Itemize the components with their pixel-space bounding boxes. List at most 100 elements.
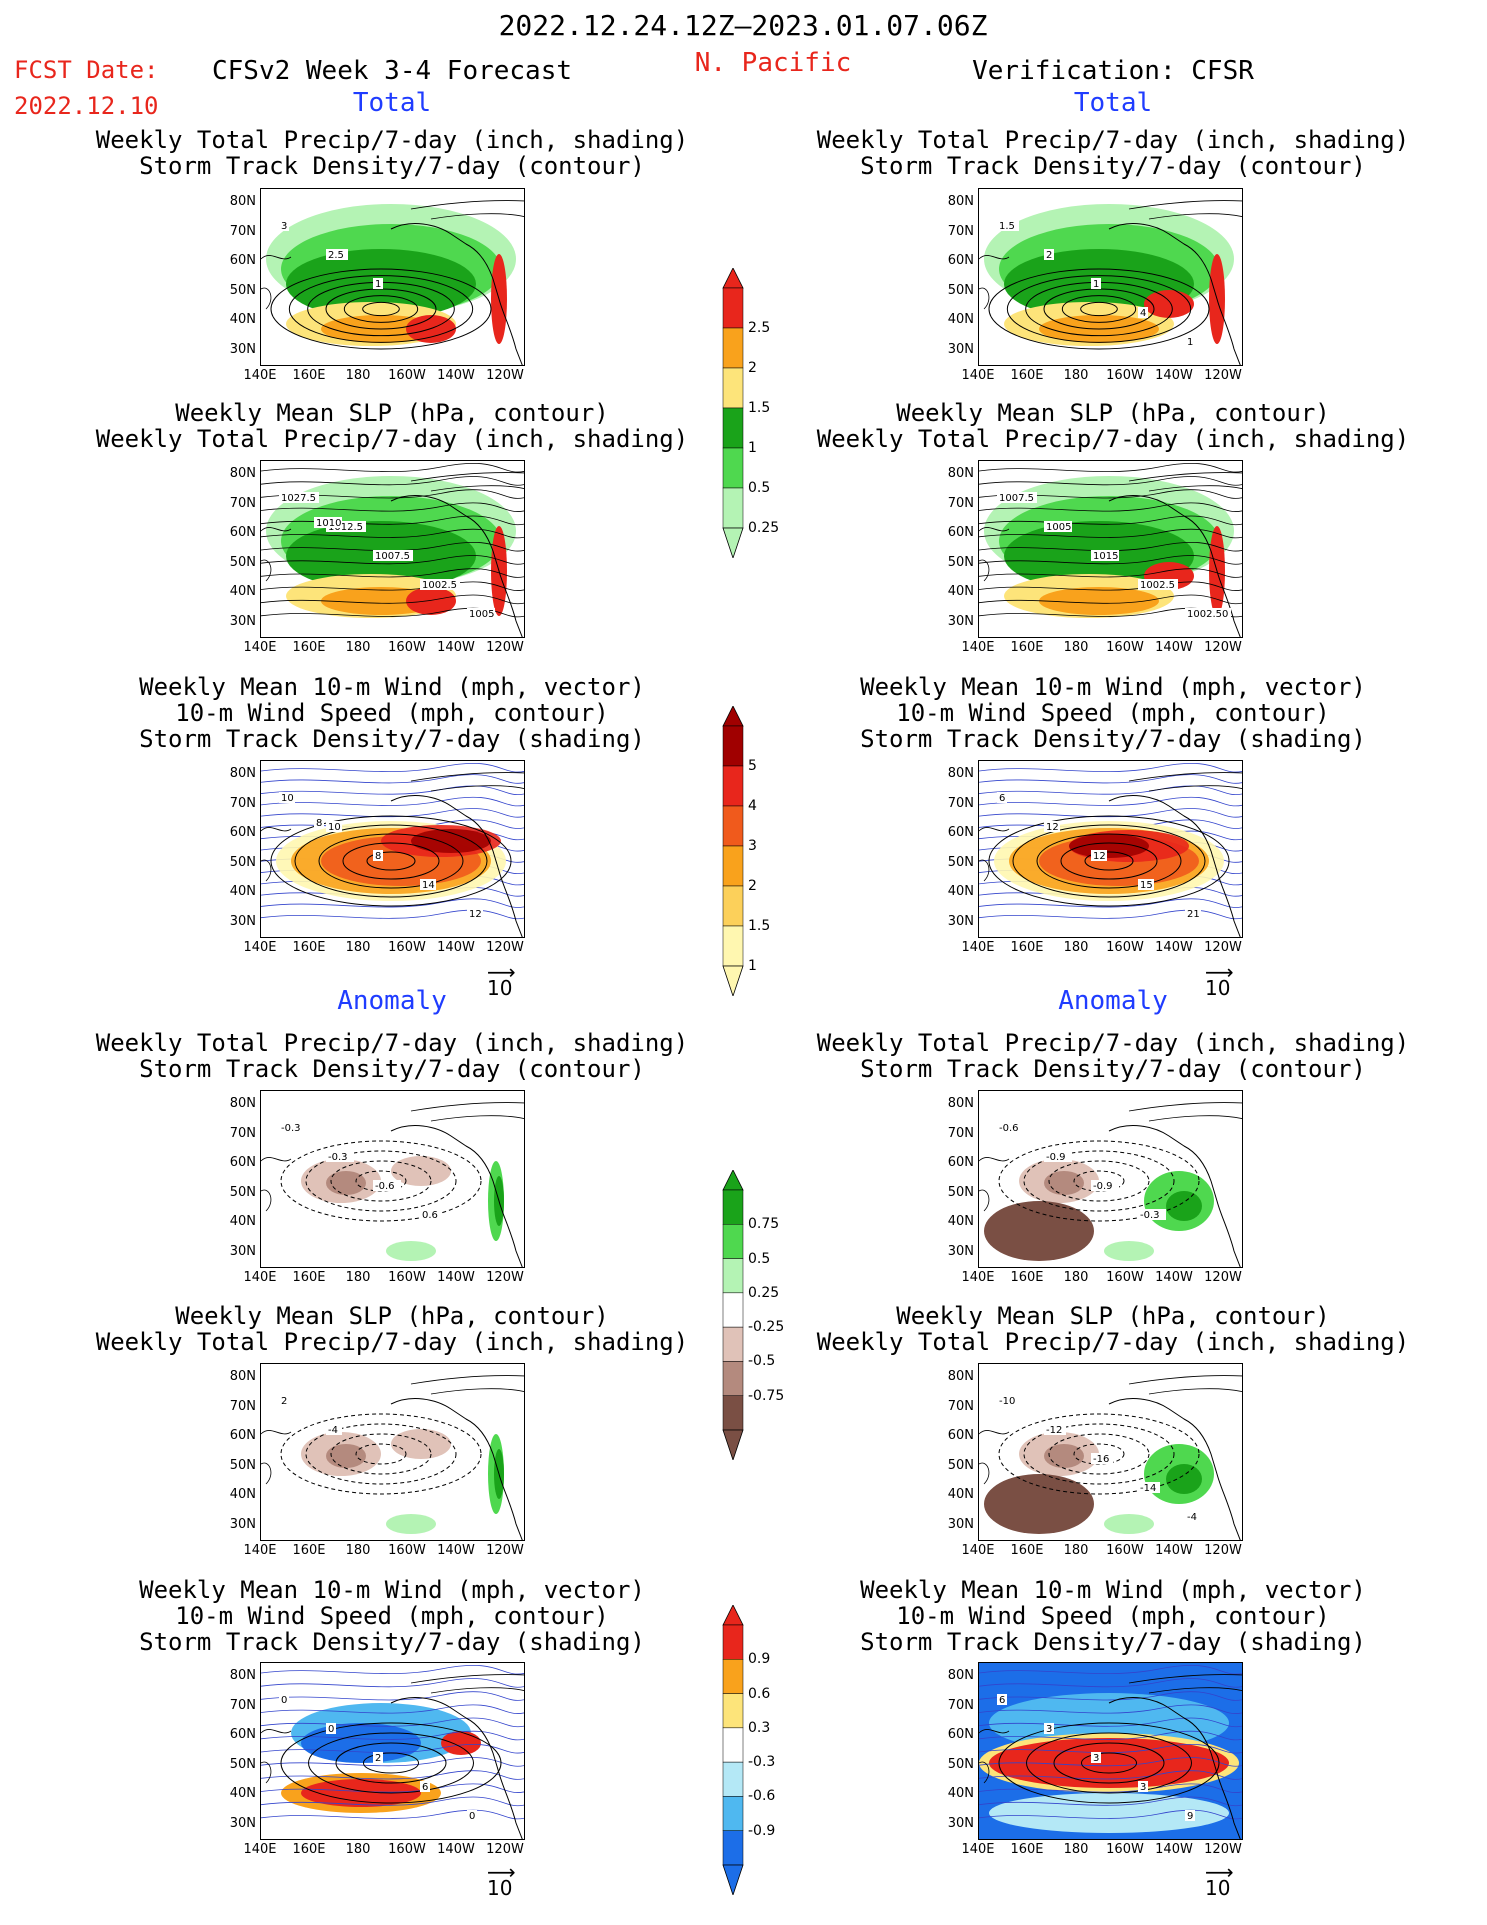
contour-label: 1 <box>375 279 381 290</box>
wind-vector-line <box>261 1757 524 1767</box>
lon-tick-label: 120W <box>1204 368 1242 383</box>
wind-vector-line <box>261 476 524 486</box>
lon-tick-label: 120W <box>1204 640 1242 655</box>
colorbar-storm-total <box>722 706 744 996</box>
coastline <box>390 223 523 365</box>
contour-label-bg <box>314 817 324 828</box>
lat-tick-label: 40N <box>947 312 974 327</box>
lon-tick-label: 160W <box>388 368 426 383</box>
contour-label: 6 <box>999 1695 1005 1706</box>
precip-anom-shade <box>386 1241 436 1261</box>
colorbar-label: -0.6 <box>748 1788 776 1805</box>
lon-tick-label: 140E <box>961 368 995 383</box>
lat-tick-label: 60N <box>947 1727 974 1742</box>
contour-line <box>335 1742 447 1784</box>
wind-vector-line <box>261 463 524 473</box>
lon-tick-label: 140W <box>1155 640 1193 655</box>
lat-tick-label: 80N <box>947 1668 974 1683</box>
lon-tick-label: 160W <box>1106 940 1144 955</box>
wind-vector-line <box>979 1809 1242 1820</box>
colorbar-label: 1 <box>748 958 757 974</box>
colorbar-label: 1 <box>748 440 757 456</box>
contour-label: -0.6 <box>999 1123 1019 1134</box>
contour-label: 3 <box>1140 1782 1146 1793</box>
wind-vector-line <box>261 594 524 605</box>
panel-title-wind: Weekly Mean 10-m Wind (mph, vector) 10-m … <box>139 673 645 753</box>
contour-label: 3 <box>281 221 287 232</box>
lat-tick-label: 40N <box>947 1487 974 1502</box>
contour-line <box>1012 824 1206 898</box>
colorbar-segment <box>722 1659 744 1694</box>
colorbar-precip-total <box>722 268 744 558</box>
lon-tick-label: 180 <box>345 1842 371 1857</box>
contour-line <box>998 1722 1220 1804</box>
wind-vector-line <box>261 1704 524 1714</box>
contour-label-bg <box>1185 1511 1201 1522</box>
contour-label: -4 <box>1187 1512 1197 1523</box>
map-panel: 6 3 3 3 9 <box>978 1662 1243 1840</box>
colorbar-label: 0.6 <box>748 1685 771 1702</box>
wind-vector-line <box>261 1744 524 1754</box>
lat-tick-label: 30N <box>229 913 256 929</box>
map-panel: 1007.5 1005 1015 1002.5 1002.50 <box>978 460 1243 638</box>
contour-label-bg <box>1044 1151 1072 1162</box>
vector-ref-value: 10 <box>1205 1876 1231 1900</box>
lon-tick-label: 180 <box>345 1270 371 1285</box>
coastline <box>261 255 292 310</box>
colorbar-label: 3 <box>748 838 757 854</box>
contour-line <box>305 1423 457 1485</box>
contour-label: 8 <box>316 818 322 829</box>
precip-shade <box>1039 587 1159 615</box>
lon-tick-label: 160E <box>1010 1543 1044 1558</box>
vector-ref-arrow: ⟶ <box>487 960 516 984</box>
contour-label-bg <box>467 608 495 619</box>
wind-vector-line <box>979 502 1242 512</box>
contour-line <box>363 1752 419 1774</box>
lon-tick-label: 160E <box>292 640 326 655</box>
contour-line <box>1026 1732 1192 1794</box>
lat-tick-label: 70N <box>947 1697 974 1713</box>
lon-tick-label: 120W <box>486 368 524 383</box>
lat-tick-label: 80N <box>947 766 974 781</box>
contour-label: -0.9 <box>1046 1152 1066 1163</box>
colorbar-segment <box>722 487 744 529</box>
contour-label: 6 <box>422 1782 428 1793</box>
contour-line <box>988 268 1210 350</box>
contour-line <box>1080 301 1118 317</box>
wind-vector-line <box>261 555 524 565</box>
contour-label: 1012.5 <box>328 522 363 533</box>
wind-vector-line <box>261 1717 524 1728</box>
lon-tick-label: 140E <box>961 1842 995 1857</box>
colorbar-label: 0.25 <box>748 1284 780 1301</box>
contour-label-bg <box>373 1180 401 1191</box>
lat-tick-label: 60N <box>229 525 256 540</box>
lat-tick-label: 50N <box>947 282 974 298</box>
colorbar-label: -0.25 <box>748 1319 785 1336</box>
map-panel: 3 2.5 1 <box>260 188 525 366</box>
lat-tick-label: 40N <box>947 884 974 899</box>
wind-vector-line <box>979 1744 1242 1754</box>
wind-vector-line <box>261 607 524 618</box>
contour-label-bg <box>1185 908 1201 919</box>
lat-tick-label: 70N <box>229 223 256 239</box>
colorbar-segment <box>722 407 744 449</box>
lon-tick-label: 180 <box>1063 1543 1089 1558</box>
contour-label: 1 <box>1187 337 1193 348</box>
colorbar-segment <box>722 805 744 847</box>
colorbar-segment <box>722 447 744 489</box>
colorbar-label: 1.5 <box>748 400 771 416</box>
lat-tick-label: 30N <box>229 1516 256 1532</box>
lon-tick-label: 160E <box>292 368 326 383</box>
wind-vector-line <box>261 502 524 512</box>
wind-vector-line <box>261 528 524 539</box>
lat-tick-label: 80N <box>947 194 974 209</box>
contour-label: 9 <box>1187 1811 1193 1822</box>
lat-tick-label: 50N <box>229 1184 256 1200</box>
colorbar-label: 0.5 <box>748 1250 771 1267</box>
contour-line <box>330 1433 432 1475</box>
contour-label-bg <box>279 1122 307 1133</box>
colorbar-label: 2 <box>748 360 757 376</box>
map-panel: 2 -4 <box>260 1363 525 1541</box>
contour-line <box>355 1443 407 1465</box>
colorbar-end <box>722 527 744 558</box>
